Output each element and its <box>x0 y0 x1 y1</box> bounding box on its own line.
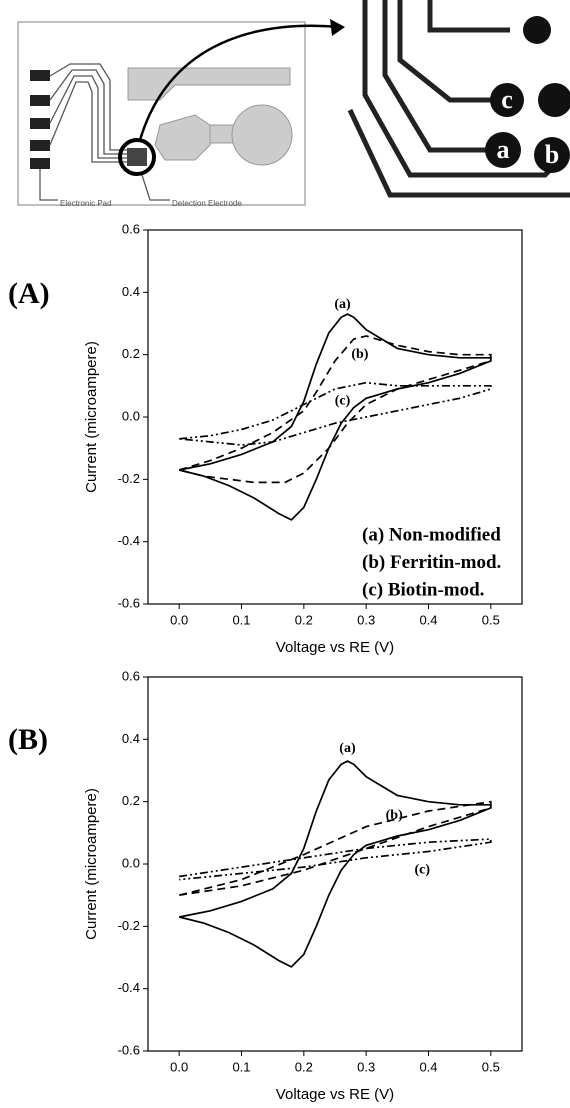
cv-curve <box>178 313 492 521</box>
curve-label: (a) <box>334 297 351 312</box>
y-tick-label: -0.6 <box>118 595 140 610</box>
cv-curve <box>178 335 492 484</box>
curve-label: (c) <box>414 862 430 877</box>
x-tick-label: 0.0 <box>170 612 188 627</box>
y-tick-label: 0.2 <box>122 793 140 808</box>
y-tick-label: 0.0 <box>122 855 140 870</box>
y-tick-label: -0.4 <box>118 533 140 548</box>
x-tick-label: 0.4 <box>419 612 437 627</box>
legend-entry: (b) Ferritin-mod. <box>362 552 501 573</box>
x-tick-label: 0.5 <box>482 1059 500 1074</box>
cv-curve <box>178 760 492 968</box>
x-tick-label: 0.1 <box>232 1059 250 1074</box>
magnifier <box>118 138 156 176</box>
curve-label: (c) <box>335 394 351 409</box>
curve-label: (a) <box>339 741 356 756</box>
cv-curve <box>179 838 492 881</box>
x-tick-label: 0.0 <box>170 1059 188 1074</box>
arrow-head <box>330 19 345 36</box>
x-tick-label: 0.5 <box>482 612 500 627</box>
legend-entry: (c) Biotin-mod. <box>362 579 484 600</box>
y-tick-label: 0.4 <box>122 284 140 299</box>
y-tick-label: 0.2 <box>122 346 140 361</box>
electrodes <box>127 67 293 166</box>
y-axis-title: Current (microampere) <box>83 788 100 940</box>
plot-frame <box>147 229 523 605</box>
curve-label: (b) <box>351 347 368 362</box>
traces <box>39 63 170 201</box>
y-tick-label: -0.2 <box>118 918 140 933</box>
y-axis-title: Current (microampere) <box>83 341 100 493</box>
x-tick-label: 0.2 <box>295 612 313 627</box>
sensor <box>127 148 147 166</box>
electrode-label: Detection Electrode <box>172 199 242 208</box>
plot-frame <box>147 676 523 1052</box>
x-axis-title: Voltage vs RE (V) <box>276 1086 394 1103</box>
y-tick-label: 0.0 <box>122 408 140 423</box>
y-tick-label: -0.4 <box>118 980 140 995</box>
x-axis-title: Voltage vs RE (V) <box>276 639 394 656</box>
zoom-label: b <box>545 140 559 169</box>
legend-entry: (a) Non-modified <box>362 524 501 545</box>
pad-label: Electronic Pad <box>60 199 112 208</box>
y-tick-label: 0.6 <box>122 221 140 236</box>
panel-label: (A) <box>8 277 50 310</box>
schematic: Electronic Pad Detection Electrode a b c <box>17 0 570 208</box>
x-tick-label: 0.4 <box>419 1059 437 1074</box>
y-tick-label: 0.4 <box>122 731 140 746</box>
curve-label: (b) <box>386 808 403 823</box>
zoom-label: c <box>501 85 513 114</box>
x-tick-label: 0.3 <box>357 612 375 627</box>
pads <box>30 70 50 169</box>
x-tick-label: 0.3 <box>357 1059 375 1074</box>
y-tick-label: 0.6 <box>122 668 140 683</box>
y-tick-label: -0.2 <box>118 471 140 486</box>
x-tick-label: 0.2 <box>295 1059 313 1074</box>
x-tick-label: 0.1 <box>232 612 250 627</box>
y-tick-label: -0.6 <box>118 1042 140 1057</box>
panel-label: (B) <box>8 723 48 756</box>
zoom-pads <box>485 16 570 173</box>
zoom-label: a <box>497 135 510 164</box>
arrow <box>138 24 341 141</box>
cv-curve <box>178 800 492 897</box>
